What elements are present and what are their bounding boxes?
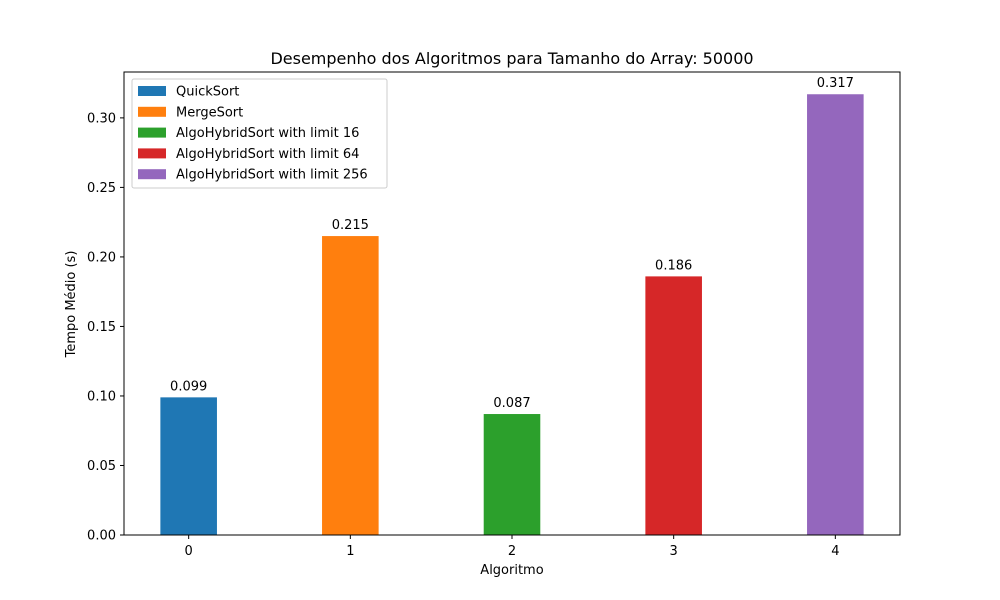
legend-label-0: QuickSort <box>176 85 239 100</box>
y-tick-label-2: 0.10 <box>87 389 116 404</box>
bars-group <box>160 94 864 535</box>
x-tick-label-0: 0 <box>185 544 193 559</box>
data-label-1: 0.215 <box>332 218 369 233</box>
y-tick-label-3: 0.15 <box>87 320 116 335</box>
x-tick-label-3: 3 <box>670 544 678 559</box>
legend-label-1: MergeSort <box>176 105 243 120</box>
y-axis-label: Tempo Médio (s) <box>64 251 79 359</box>
legend-swatch-4 <box>138 169 166 180</box>
bar-3 <box>645 276 702 535</box>
legend-box <box>131 78 388 189</box>
chart-title: Desempenho dos Algoritmos para Tamanho d… <box>270 49 753 68</box>
legend-swatch-1 <box>138 106 166 117</box>
x-tick-label-2: 2 <box>508 544 516 559</box>
bar-1 <box>322 236 379 535</box>
legend-swatch-0 <box>138 86 166 96</box>
x-axis: 0 1 2 3 4 <box>185 535 839 559</box>
legend-swatch-2 <box>138 127 166 138</box>
data-label-2: 0.087 <box>493 396 530 411</box>
bar-2 <box>483 414 541 535</box>
legend-label-4: AlgoHybridSort with limit 256 <box>176 168 368 183</box>
legend-swatch-3 <box>138 148 166 159</box>
data-label-0: 0.099 <box>170 379 207 394</box>
y-tick-label-0: 0.00 <box>87 529 116 544</box>
y-tick-label-1: 0.05 <box>87 459 116 474</box>
data-labels-group: 0.099 0.215 0.087 0.186 0.317 <box>170 76 854 411</box>
data-label-4: 0.317 <box>817 76 854 91</box>
legend-label-2: AlgoHybridSort with limit 16 <box>176 126 359 141</box>
legend-label-3: AlgoHybridSort with limit 64 <box>176 147 359 162</box>
legend: QuickSort MergeSort AlgoHybridSort with li… <box>131 78 388 189</box>
data-label-3: 0.186 <box>655 258 692 273</box>
bar-0 <box>160 397 217 535</box>
bar-4 <box>807 94 864 535</box>
y-axis: 0.00 0.05 0.10 0.15 0.20 0.25 0.30 <box>87 111 124 544</box>
x-axis-label: Algoritmo <box>480 563 543 578</box>
y-tick-label-5: 0.25 <box>87 181 116 196</box>
x-tick-label-1: 1 <box>346 544 354 559</box>
y-tick-label-4: 0.20 <box>87 250 116 265</box>
y-tick-label-6: 0.30 <box>87 111 116 126</box>
x-tick-label-4: 4 <box>831 544 839 559</box>
